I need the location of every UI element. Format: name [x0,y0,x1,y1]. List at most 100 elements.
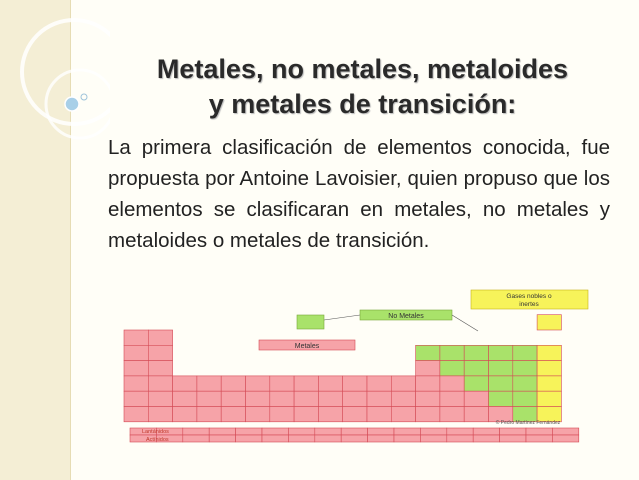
actinide-cell [472,434,500,443]
element-cell [123,344,149,361]
lanthanide-cell [472,427,500,436]
element-cell [147,329,173,346]
element-cell [439,375,465,392]
periodic-table-figure: Gases nobles o inertes No Metales Metale… [123,289,589,443]
slide-paragraph: La primera clasificación de elementos co… [108,136,610,252]
element-cell [147,360,173,377]
label-gases-line1: Gases nobles o [506,293,552,300]
element-cell [342,406,368,423]
lanthanide-cell [552,427,580,436]
lanthanide-cell [393,427,421,436]
element-cell [512,344,538,361]
element-cell [318,390,343,407]
element-cell [488,375,514,392]
lanthanide-cell [314,427,342,436]
slide-title: Metales, no metales, metaloides y metale… [110,52,615,122]
element-cell [415,360,441,377]
element-cell [245,375,271,392]
lanthanide-cell [182,427,210,436]
element-cell [390,406,416,423]
element-cell [147,375,173,392]
element-cell [536,390,562,407]
element-cell [220,390,246,407]
element-cell [147,406,173,423]
lanthanide-cell [261,427,289,436]
element-cell [439,406,465,423]
element-cell [123,390,149,407]
element-cell [342,375,368,392]
element-cell [536,360,562,377]
element-cell [488,360,514,377]
actinide-cell [314,434,342,443]
element-cell [147,390,173,407]
actinide-cell [552,434,580,443]
periodic-table-cells [123,314,580,443]
actinide-cell [208,434,236,443]
element-cell [512,360,538,377]
element-cell [245,406,271,423]
element-cell [318,375,343,392]
actinide-cell [340,434,368,443]
element-cell [463,344,489,361]
element-cell [196,406,222,423]
element-cell [147,344,173,361]
title-line-1: Metales, no metales, metaloides [156,54,569,84]
element-cell [463,406,489,423]
element-cell [366,375,392,392]
actinide-cell [288,434,316,443]
label-metales: Metales [295,343,320,350]
lanthanide-cell [446,427,474,436]
actinide-cell [235,434,263,443]
element-cell [172,390,198,407]
actinide-cell [420,434,448,443]
element-cell [536,344,562,361]
element-cell [269,406,295,423]
element-cell [220,406,246,423]
element-cell [463,390,489,407]
lanthanide-cell [420,427,448,436]
actinide-cell [499,434,527,443]
title-line-2: y metales de transición: [208,89,517,119]
element-cell [196,375,222,392]
element-cell [293,406,319,423]
left-decorative-band [0,0,71,480]
hydrogen-cell [296,314,325,330]
element-cell [536,314,562,331]
element-cell [390,375,416,392]
element-cell [463,375,489,392]
element-cell [123,329,149,346]
element-cell [172,375,198,392]
element-cell [293,390,319,407]
actinide-cell [525,434,553,443]
actinide-cell [367,434,395,443]
lanthanide-cell [499,427,527,436]
lanthanide-cell [340,427,368,436]
element-cell [123,360,149,377]
arrow-nometales-h [323,314,361,321]
element-cell [512,390,538,407]
element-cell [293,375,319,392]
label-nometales: No Metales [388,313,424,320]
element-cell [415,390,441,407]
element-cell [172,406,198,423]
element-cell [415,375,441,392]
actinide-cell [393,434,421,443]
element-cell [269,375,295,392]
element-cell [318,406,343,423]
element-cell [488,390,514,407]
lanthanide-cell [288,427,316,436]
label-lantanidos: Lantánidos [142,429,169,435]
element-cell [245,390,271,407]
element-cell [536,406,562,423]
element-cell [439,360,465,377]
actinide-cell [446,434,474,443]
element-cell [439,344,465,361]
label-actinidos: Actínidos [146,437,169,443]
element-cell [488,344,514,361]
element-cell [512,375,538,392]
element-cell [463,360,489,377]
figure-labels: Gases nobles o inertes No Metales Metale… [142,289,589,443]
element-cell [415,406,441,423]
element-cell [415,344,441,361]
element-cell [123,375,149,392]
